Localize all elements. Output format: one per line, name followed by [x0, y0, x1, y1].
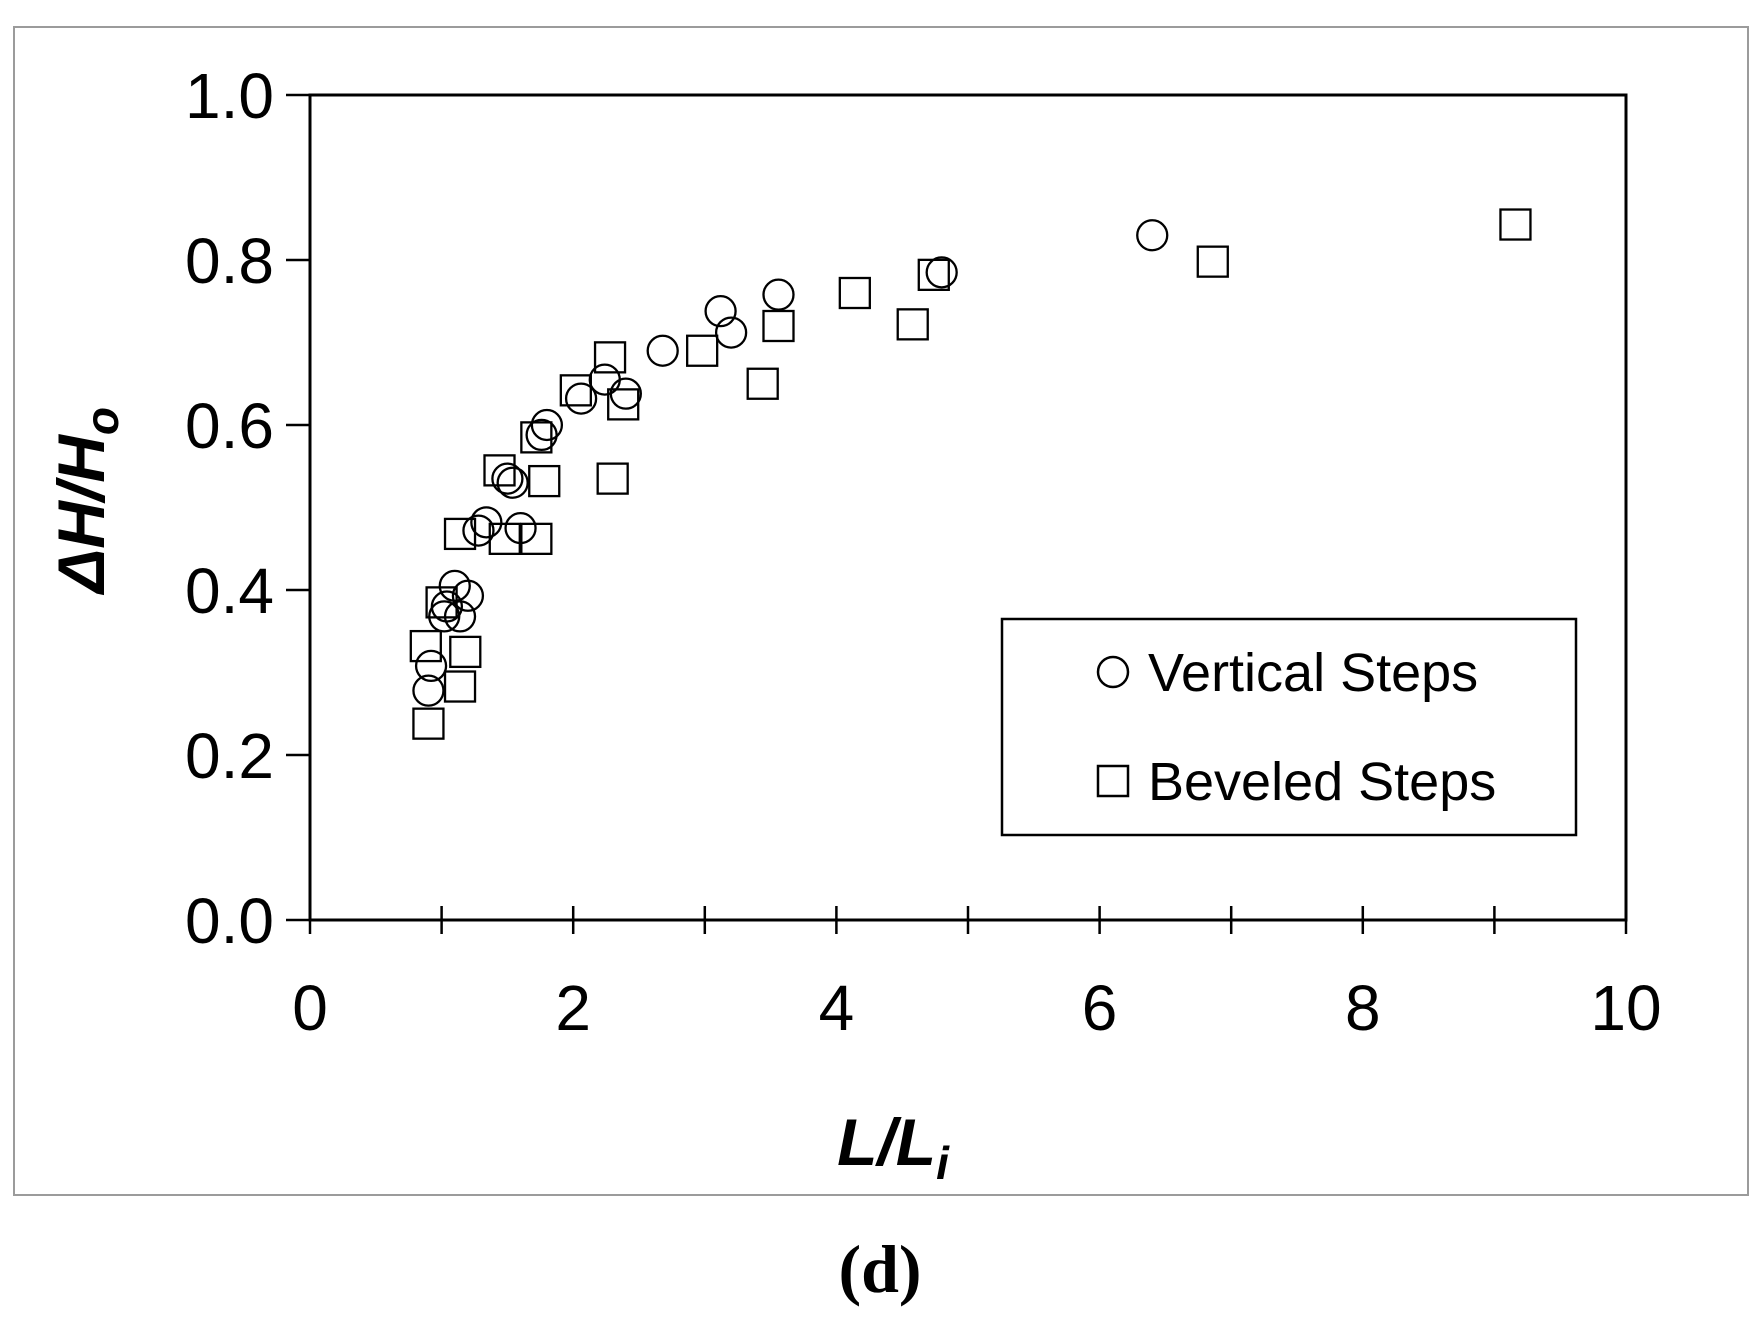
y-tick-label: 0.0 — [185, 885, 274, 957]
y-axis-title-main: ΔH/H — [44, 434, 118, 596]
legend-label-vertical-steps: Vertical Steps — [1148, 643, 1478, 703]
data-point-square — [593, 341, 627, 374]
legend-label-beveled-steps: Beveled Steps — [1148, 752, 1496, 812]
x-tick-label: 8 — [1345, 972, 1381, 1044]
y-axis-title-subscript: o — [76, 407, 128, 435]
data-points — [409, 208, 1532, 740]
y-tick-label: 1.0 — [185, 60, 274, 132]
x-axis-title: L/Li — [837, 1105, 950, 1189]
data-point-square — [762, 309, 795, 343]
legend-box — [1000, 617, 1578, 837]
y-axis-tick-labels: 0.0 0.2 0.4 0.6 0.8 1.0 — [185, 60, 274, 957]
data-point-square — [520, 522, 553, 555]
x-axis-title-subscript: i — [936, 1137, 950, 1189]
data-point-square — [596, 462, 629, 495]
data-point-circle — [470, 506, 503, 539]
x-tick-label: 10 — [1590, 972, 1661, 1044]
data-point-circle — [530, 408, 564, 442]
data-point-square — [917, 258, 950, 292]
x-tick-label: 4 — [819, 972, 855, 1044]
data-point-square — [528, 464, 561, 498]
data-point-square — [520, 421, 553, 454]
y-tick-label: 0.4 — [185, 555, 274, 627]
data-point-circle — [462, 514, 495, 547]
data-point-square — [409, 629, 442, 663]
x-axis-tick-labels: 0 2 4 6 8 10 — [292, 972, 1661, 1044]
legend-marker-vertical-steps — [1096, 655, 1130, 689]
data-point-circle — [564, 382, 598, 415]
data-point-square — [686, 334, 719, 367]
data-point-square — [896, 308, 929, 341]
data-point-square — [838, 276, 871, 310]
series-beveled-steps — [409, 208, 1532, 740]
legend-marker-beveled-steps — [1096, 764, 1130, 798]
data-point-square — [412, 707, 445, 740]
data-point-circle — [412, 674, 445, 707]
series-vertical-steps — [412, 219, 1169, 707]
data-point-circle — [451, 579, 485, 612]
panel-label: (d) — [838, 1231, 921, 1307]
data-point-circle — [704, 294, 737, 328]
data-point-square — [488, 522, 521, 555]
data-point-square — [607, 388, 640, 421]
data-point-circle — [714, 316, 748, 349]
x-axis-ticks — [308, 906, 1628, 934]
data-point-circle — [491, 462, 524, 495]
y-axis-ticks — [286, 93, 310, 922]
data-point-circle — [1136, 219, 1169, 252]
legend: Vertical Steps Beveled Steps — [1000, 617, 1578, 837]
data-point-square — [483, 454, 516, 487]
data-point-circle — [646, 334, 679, 367]
data-point-circle — [414, 649, 448, 683]
data-point-square — [1499, 208, 1532, 241]
data-point-square — [449, 635, 482, 669]
data-point-square — [443, 517, 477, 551]
y-tick-label: 0.8 — [185, 225, 274, 297]
data-point-circle — [925, 256, 958, 289]
data-point-circle — [609, 377, 642, 410]
data-point-square — [1196, 245, 1229, 278]
y-axis-title: ΔH/Ho — [44, 407, 128, 596]
data-point-square — [559, 374, 592, 407]
x-tick-label: 0 — [292, 972, 328, 1044]
data-point-square — [746, 367, 779, 400]
data-point-circle — [496, 466, 529, 499]
x-axis-title-main: L/L — [837, 1105, 936, 1179]
y-tick-label: 0.2 — [185, 720, 274, 792]
x-tick-label: 6 — [1082, 972, 1118, 1044]
x-tick-label: 2 — [555, 972, 591, 1044]
y-tick-label: 0.6 — [185, 390, 274, 462]
data-point-square — [425, 586, 458, 619]
data-point-square — [443, 670, 477, 703]
data-point-circle — [762, 278, 795, 311]
